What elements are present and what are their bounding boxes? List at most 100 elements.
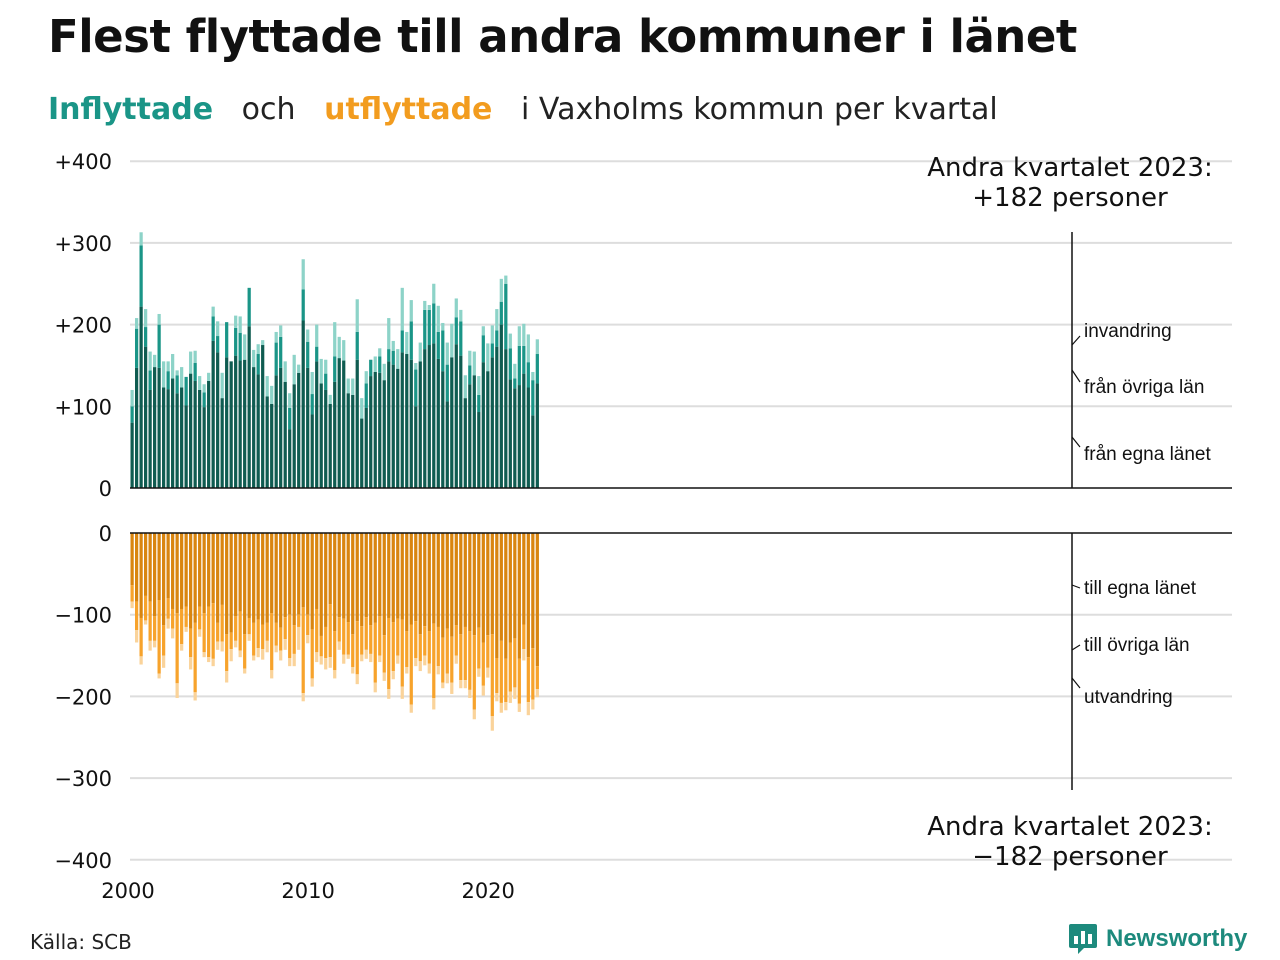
bar-out-0 — [328, 533, 332, 605]
bar-in-1 — [184, 376, 188, 406]
newsworthy-icon — [1069, 924, 1097, 954]
bar-out-0 — [450, 533, 454, 637]
bar-out-0 — [180, 533, 184, 609]
bar-in-2 — [342, 340, 346, 361]
bar-out-0 — [130, 533, 134, 586]
bar-out-2 — [328, 657, 332, 668]
bar-in-0 — [378, 372, 382, 488]
bar-out-2 — [531, 699, 535, 710]
bar-in-0 — [198, 389, 202, 488]
bar-out-2 — [234, 640, 238, 648]
bar-out-2 — [423, 655, 427, 666]
bar-in-2 — [396, 349, 400, 369]
bar-out-2 — [526, 702, 530, 716]
bar-out-2 — [207, 657, 211, 663]
bar-out-0 — [193, 533, 197, 623]
bar-out-2 — [513, 687, 517, 699]
bar-out-2 — [153, 640, 157, 648]
subtitle-och: och — [241, 92, 296, 127]
bar-out-1 — [171, 608, 175, 629]
bar-out-1 — [450, 636, 454, 683]
bar-out-0 — [220, 533, 224, 605]
bar-in-0 — [180, 387, 184, 488]
bar-out-2 — [468, 689, 472, 699]
bar-in-1 — [279, 336, 283, 368]
bar-in-1 — [369, 359, 373, 377]
bar-in-1 — [274, 342, 278, 376]
bar-in-2 — [337, 336, 341, 359]
bar-in-0 — [153, 367, 157, 488]
bar-in-0 — [472, 375, 476, 488]
bar-out-0 — [508, 533, 512, 643]
bar-out-0 — [472, 533, 476, 636]
bar-in-1 — [526, 362, 530, 388]
bar-in-2 — [261, 340, 265, 346]
bar-in-2 — [454, 298, 458, 318]
bar-out-0 — [436, 533, 440, 627]
bar-in-2 — [463, 375, 467, 399]
bar-out-1 — [229, 632, 233, 650]
bar-out-2 — [252, 655, 256, 661]
bar-out-2 — [193, 692, 197, 701]
bar-in-0 — [301, 320, 305, 488]
bar-in-2 — [427, 304, 431, 310]
bar-out-0 — [427, 533, 431, 632]
bar-in-2 — [319, 358, 323, 384]
bar-out-0 — [333, 533, 337, 632]
bar-in-1 — [409, 321, 413, 360]
bar-in-1 — [468, 365, 472, 385]
bar-in-2 — [243, 334, 247, 360]
bar-out-2 — [342, 654, 346, 664]
bar-out-0 — [310, 533, 314, 630]
bar-out-1 — [162, 625, 166, 656]
bar-in-0 — [477, 412, 481, 488]
bar-out-2 — [436, 666, 440, 675]
bar-out-0 — [283, 533, 287, 618]
bar-out-1 — [139, 617, 143, 657]
bar-out-1 — [418, 634, 422, 662]
bar-out-1 — [288, 614, 292, 659]
bar-in-1 — [436, 331, 440, 359]
bar-out-0 — [351, 533, 355, 635]
bar-in-1 — [364, 383, 368, 408]
bar-in-2 — [450, 323, 454, 358]
bar-out-2 — [477, 668, 481, 677]
bar-in-1 — [454, 317, 458, 345]
bar-out-2 — [130, 601, 134, 609]
bar-out-0 — [517, 533, 521, 659]
bar-in-1 — [310, 394, 314, 415]
bar-out-1 — [409, 624, 413, 705]
bar-in-2 — [486, 343, 490, 372]
bar-out-1 — [423, 626, 427, 656]
bar-out-0 — [256, 533, 260, 620]
bar-in-0 — [207, 380, 211, 488]
bar-out-0 — [418, 533, 422, 635]
bar-out-1 — [193, 622, 197, 693]
legend-label-till-egna-lanet: till egna länet — [1084, 578, 1197, 599]
chart-subtitle: Inflyttade och utflyttade i Vaxholms kom… — [48, 92, 998, 127]
bar-out-1 — [144, 595, 148, 621]
bar-out-0 — [139, 533, 143, 618]
bar-in-2 — [490, 325, 494, 344]
bar-out-2 — [238, 650, 242, 658]
bar-out-0 — [396, 533, 400, 619]
bar-in-2 — [270, 385, 274, 404]
bar-out-2 — [292, 653, 296, 667]
bar-in-0 — [414, 406, 418, 488]
bar-in-2 — [333, 322, 337, 357]
bar-out-0 — [144, 533, 148, 596]
bar-out-2 — [504, 702, 508, 711]
bar-in-2 — [351, 378, 355, 395]
bar-out-1 — [261, 624, 265, 650]
legend-label-invandring-leader — [1071, 335, 1081, 346]
bar-in-2 — [252, 349, 256, 368]
bar-in-0 — [436, 358, 440, 488]
bar-in-2 — [364, 371, 368, 384]
bar-out-1 — [526, 657, 530, 703]
bar-out-0 — [153, 533, 157, 617]
bar-in-2 — [432, 283, 436, 304]
bar-out-2 — [157, 673, 161, 679]
chart-title: Flest flyttade till andra kommuner i län… — [48, 10, 1077, 63]
bar-in-1 — [135, 328, 139, 368]
bar-in-0 — [445, 401, 449, 488]
